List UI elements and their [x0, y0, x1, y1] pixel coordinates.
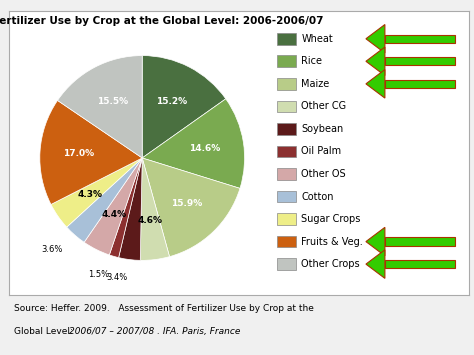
Text: Rice: Rice	[301, 56, 322, 66]
FancyBboxPatch shape	[277, 146, 296, 157]
FancyBboxPatch shape	[277, 33, 296, 45]
Text: Oil Palm: Oil Palm	[301, 147, 342, 157]
FancyBboxPatch shape	[385, 35, 455, 43]
Wedge shape	[140, 158, 170, 260]
FancyBboxPatch shape	[277, 123, 296, 135]
Wedge shape	[142, 158, 240, 257]
FancyBboxPatch shape	[277, 168, 296, 180]
Text: 15.5%: 15.5%	[97, 97, 128, 106]
Text: 4.6%: 4.6%	[137, 217, 163, 225]
Text: Other Crops: Other Crops	[301, 259, 360, 269]
Text: Cotton: Cotton	[301, 191, 334, 202]
FancyBboxPatch shape	[385, 237, 455, 246]
Text: 4.3%: 4.3%	[78, 190, 102, 199]
Wedge shape	[109, 158, 142, 258]
Wedge shape	[67, 158, 142, 242]
FancyBboxPatch shape	[385, 80, 455, 88]
Polygon shape	[366, 47, 385, 76]
Text: 3.6%: 3.6%	[42, 245, 63, 253]
FancyBboxPatch shape	[277, 55, 296, 67]
Wedge shape	[142, 99, 245, 189]
FancyBboxPatch shape	[277, 258, 296, 270]
FancyBboxPatch shape	[385, 260, 455, 268]
Text: 17.0%: 17.0%	[64, 149, 94, 158]
Text: Total Fertilizer Use by Crop at the Global Level: 2006-2006/07: Total Fertilizer Use by Crop at the Glob…	[0, 16, 324, 26]
Wedge shape	[51, 158, 142, 227]
Text: Wheat: Wheat	[301, 34, 333, 44]
Text: 3.4%: 3.4%	[106, 273, 127, 282]
Text: Other CG: Other CG	[301, 102, 346, 111]
Text: Source: Heffer. 2009.   Assessment of Fertilizer Use by Crop at the: Source: Heffer. 2009. Assessment of Fert…	[14, 304, 314, 312]
Text: Maize: Maize	[301, 79, 330, 89]
Text: 14.6%: 14.6%	[189, 143, 220, 153]
FancyBboxPatch shape	[277, 213, 296, 225]
Wedge shape	[40, 100, 142, 204]
Polygon shape	[366, 24, 385, 53]
Text: Other OS: Other OS	[301, 169, 346, 179]
Wedge shape	[57, 56, 142, 158]
Text: 15.9%: 15.9%	[171, 199, 202, 208]
Text: Global Level:: Global Level:	[14, 327, 76, 335]
Polygon shape	[366, 250, 385, 278]
FancyBboxPatch shape	[277, 78, 296, 90]
Wedge shape	[84, 158, 142, 255]
Text: Sugar Crops: Sugar Crops	[301, 214, 361, 224]
Text: 4.4%: 4.4%	[101, 210, 126, 219]
FancyBboxPatch shape	[277, 191, 296, 202]
Text: Fruits & Veg.: Fruits & Veg.	[301, 236, 363, 247]
FancyBboxPatch shape	[277, 100, 296, 112]
Text: Soybean: Soybean	[301, 124, 344, 134]
Text: 15.2%: 15.2%	[156, 97, 187, 106]
FancyBboxPatch shape	[277, 236, 296, 247]
Polygon shape	[366, 70, 385, 98]
Text: 1.5%: 1.5%	[88, 269, 109, 279]
Text: 2006/07 – 2007/08 . IFA. Paris, France: 2006/07 – 2007/08 . IFA. Paris, France	[69, 327, 240, 335]
Wedge shape	[142, 56, 226, 158]
Polygon shape	[366, 227, 385, 256]
Wedge shape	[118, 158, 142, 260]
FancyBboxPatch shape	[385, 57, 455, 65]
